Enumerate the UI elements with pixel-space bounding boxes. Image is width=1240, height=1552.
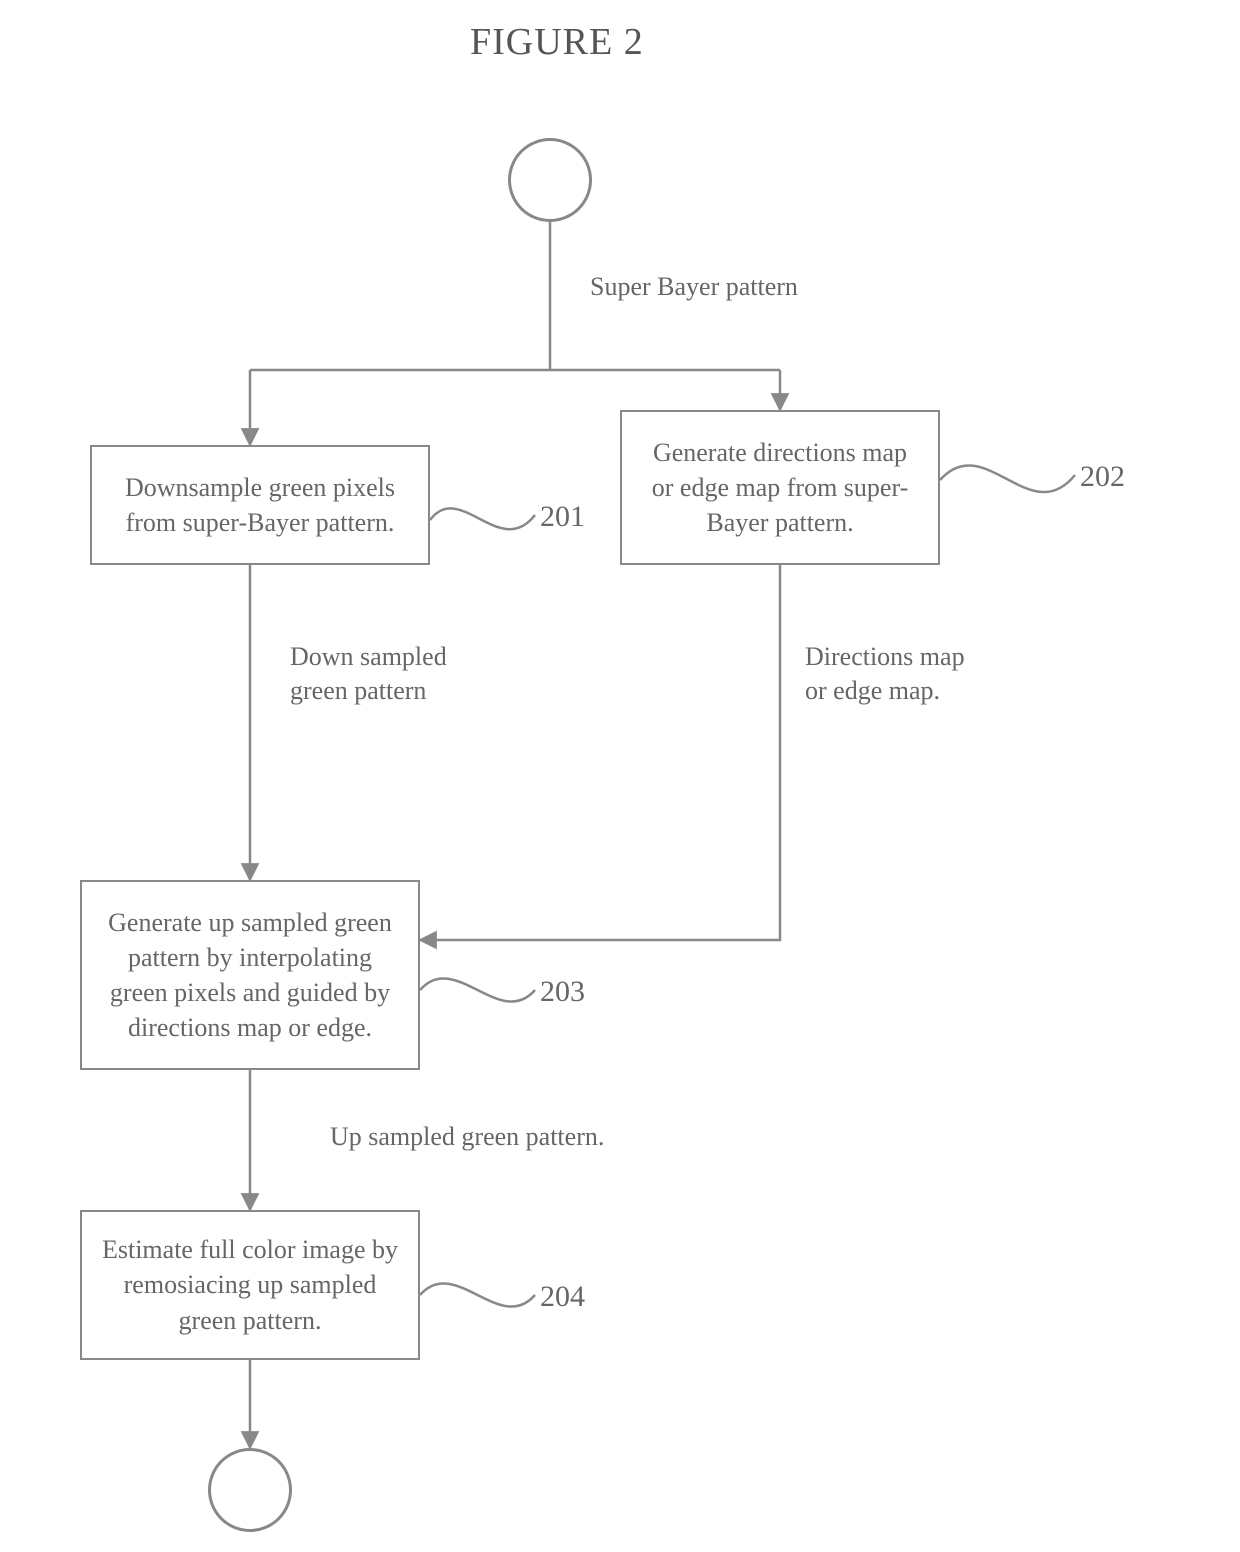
figure-title: FIGURE 2 (470, 20, 644, 64)
edge-label-start: Super Bayer pattern (590, 270, 798, 304)
box-203-upsample: Generate up sampled green pattern by int… (80, 880, 420, 1070)
ref-202: 202 (1080, 460, 1125, 494)
end-node (208, 1448, 292, 1532)
edge-label-201-203-line2: green pattern (290, 674, 447, 708)
box-201-text: Downsample green pixels from super-Bayer… (110, 470, 410, 540)
ref-203: 203 (540, 975, 585, 1009)
box-204-text: Estimate full color image by remosiacing… (100, 1232, 400, 1337)
box-204-remosaic: Estimate full color image by remosiacing… (80, 1210, 420, 1360)
edge-label-202-203-line1: Directions map (805, 640, 965, 674)
box-202-directions-map: Generate directions map or edge map from… (620, 410, 940, 565)
start-node (508, 138, 592, 222)
edge-label-203-204: Up sampled green pattern. (330, 1120, 604, 1154)
box-202-text: Generate directions map or edge map from… (640, 435, 920, 540)
ref-201: 201 (540, 500, 585, 534)
edge-label-201-203-line1: Down sampled (290, 640, 447, 674)
edge-label-202-203-line2: or edge map. (805, 674, 965, 708)
ref-204: 204 (540, 1280, 585, 1314)
edge-label-201-203: Down sampled green pattern (290, 640, 447, 708)
box-201-downsample: Downsample green pixels from super-Bayer… (90, 445, 430, 565)
edge-label-202-203: Directions map or edge map. (805, 640, 965, 708)
box-203-text: Generate up sampled green pattern by int… (100, 905, 400, 1045)
